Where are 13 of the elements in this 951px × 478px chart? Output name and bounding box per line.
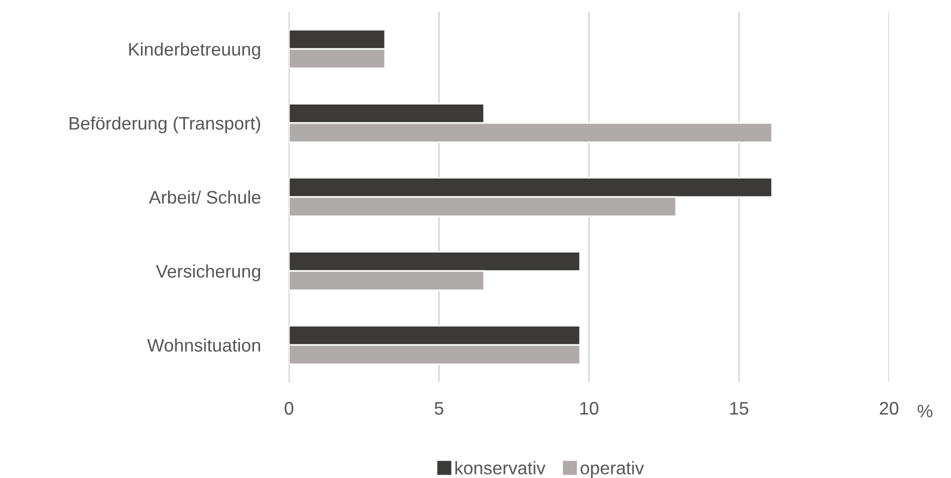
x-tick-label: 20 [880,402,898,415]
legend-label: operativ [580,461,644,478]
y-tick-label: Kinderbetreuung [129,42,260,60]
y-tick-label: Versicherung [156,264,260,282]
y-tick-label: Arbeit/ Schule [148,190,260,204]
x-tick-label: 10 [580,402,598,415]
legend-label: konservativ [455,461,546,474]
x-tick-label: 15 [730,402,748,415]
x-axis-title: % [918,404,932,418]
y-tick-label: Beförderung (Transport) [70,116,260,134]
x-tick-label: 5 [434,402,444,415]
x-tick-label: 0 [284,402,294,415]
y-tick-label: Wohnsituation [147,338,260,352]
